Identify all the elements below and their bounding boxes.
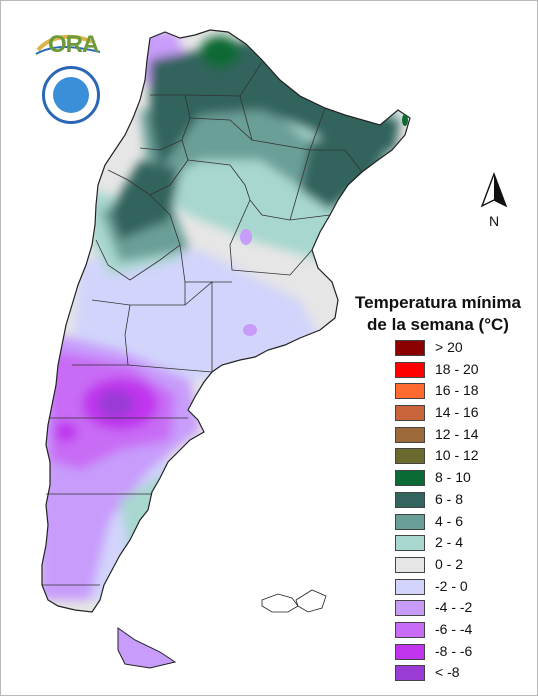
legend-swatch — [395, 470, 425, 487]
legend-swatch — [395, 340, 425, 356]
legend-swatch — [395, 448, 425, 465]
zone-8-10 — [200, 36, 240, 68]
smn-logo-emblem-icon — [53, 77, 89, 113]
legend-swatch — [395, 621, 425, 638]
ora-logo-text: ORA — [48, 31, 99, 58]
legend-label: 10 - 12 — [435, 447, 479, 464]
legend-swatch — [395, 578, 425, 595]
legend-label: 12 - 14 — [435, 425, 479, 442]
legend-label: < -8 — [435, 664, 460, 681]
legend-swatch — [395, 405, 425, 422]
ora-logo: ORA — [34, 28, 106, 60]
legend-label: > 20 — [435, 339, 463, 355]
legend-swatch — [395, 556, 425, 573]
legend-title-line2: de la semana (°C) — [367, 315, 509, 334]
legend-swatch — [395, 665, 425, 682]
legend-swatch — [395, 600, 425, 617]
legend-swatch — [395, 643, 425, 660]
legend-swatch — [395, 426, 425, 443]
legend-label: 14 - 16 — [435, 404, 479, 421]
legend-title-line1: Temperatura mínima — [355, 293, 521, 312]
zone-below-minus8 — [98, 390, 134, 418]
zone-6-8-east — [300, 140, 390, 210]
north-arrow: N — [478, 172, 510, 230]
legend-swatch — [395, 383, 425, 400]
legend-label: 18 - 20 — [435, 360, 479, 377]
ora-swoosh-icon — [35, 34, 101, 55]
legend-label: -4 - -2 — [435, 599, 473, 616]
zone-6-8-west — [110, 160, 180, 240]
legend-label: 0 - 2 — [435, 555, 464, 572]
legend-label: -2 - 0 — [435, 577, 468, 594]
legend-label: 4 - 6 — [435, 512, 464, 529]
legend-swatch — [395, 513, 425, 530]
legend-swatch — [395, 491, 425, 508]
province-borders — [42, 61, 363, 586]
legend-title: Temperatura mínima de la semana (°C) — [346, 292, 530, 336]
pockets — [240, 114, 408, 336]
tierra-del-fuego — [117, 627, 177, 669]
legend-label: 6 - 8 — [435, 490, 464, 507]
malvinas-islands — [261, 589, 327, 613]
legend-label: 16 - 18 — [435, 382, 479, 399]
legend-label: -6 - -4 — [435, 620, 473, 637]
legend-label: 8 - 10 — [435, 469, 471, 486]
legend-label: -8 - -6 — [435, 642, 473, 659]
north-label: N — [489, 213, 499, 229]
north-arrow-icon: N — [480, 172, 508, 229]
zone-minus8-minus6-west — [54, 422, 78, 442]
smn-logo — [42, 66, 100, 124]
legend-label: 2 - 4 — [435, 534, 464, 551]
legend-swatch — [395, 361, 425, 378]
zone-6-8 — [150, 40, 400, 170]
legend-swatch — [395, 535, 425, 552]
